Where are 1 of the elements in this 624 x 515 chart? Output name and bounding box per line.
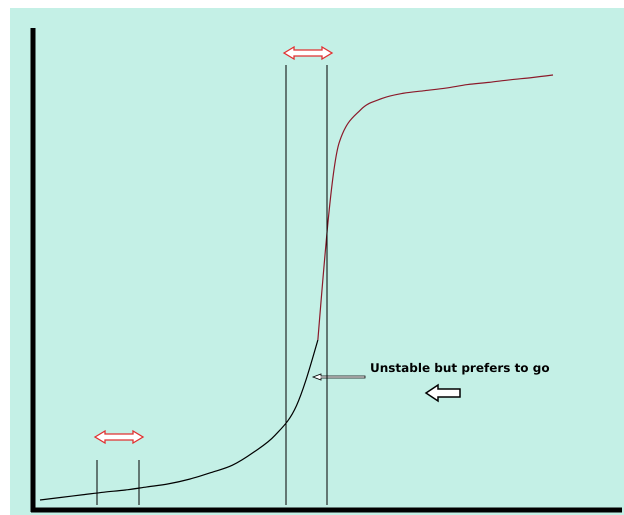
annotation: Unstable but prefers to go bbox=[370, 361, 550, 375]
